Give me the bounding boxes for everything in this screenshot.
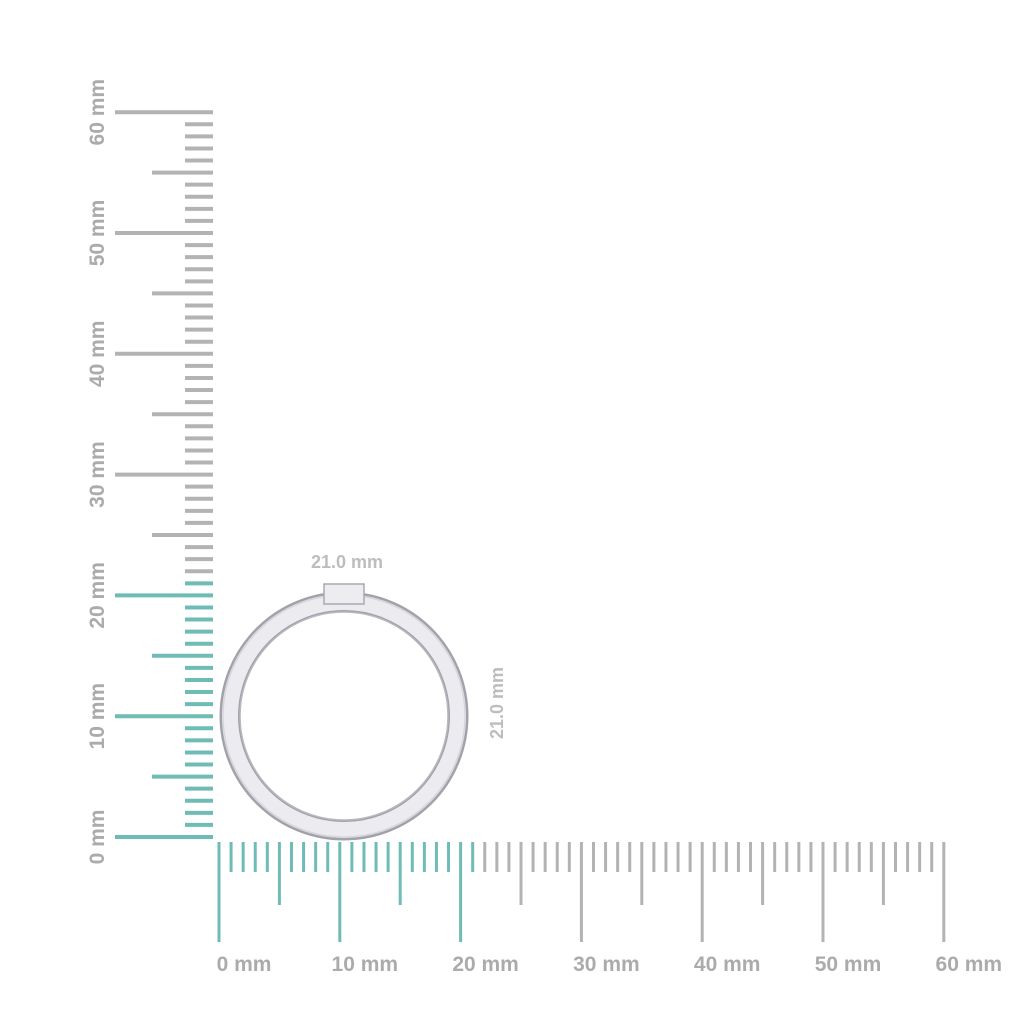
vertical-ruler-label: 30 mm bbox=[86, 441, 109, 508]
vertical-ruler-label: 0 mm bbox=[86, 810, 109, 865]
vertical-ruler-label: 40 mm bbox=[86, 321, 109, 388]
horizontal-ruler-label: 20 mm bbox=[452, 953, 519, 976]
vertical-ruler bbox=[115, 110, 213, 839]
vertical-ruler-label: 60 mm bbox=[86, 79, 109, 146]
ring-image bbox=[219, 583, 469, 841]
horizontal-ruler-label: 30 mm bbox=[573, 953, 640, 976]
ring-width-label: 21.0 mm bbox=[311, 552, 383, 572]
horizontal-ruler-label: 50 mm bbox=[815, 953, 882, 976]
ring-height-label: 21.0 mm bbox=[487, 667, 507, 739]
vertical-ruler-labels: 0 mm 10 mm 20 mm 30 mm 40 mm 50 mm 60 mm bbox=[86, 79, 109, 865]
horizontal-ruler bbox=[217, 842, 946, 942]
horizontal-ruler-label: 40 mm bbox=[694, 953, 761, 976]
ring-setting bbox=[323, 583, 365, 605]
horizontal-ruler-labels: 0 mm 10 mm 20 mm 30 mm 40 mm 50 mm 60 mm bbox=[217, 953, 1003, 976]
horizontal-ruler-label: 60 mm bbox=[936, 953, 1003, 976]
vertical-ruler-label: 50 mm bbox=[86, 200, 109, 267]
vertical-ruler-label: 10 mm bbox=[86, 683, 109, 750]
vertical-ruler-label: 20 mm bbox=[86, 562, 109, 629]
horizontal-ruler-label: 10 mm bbox=[332, 953, 399, 976]
horizontal-ruler-label: 0 mm bbox=[217, 953, 272, 976]
